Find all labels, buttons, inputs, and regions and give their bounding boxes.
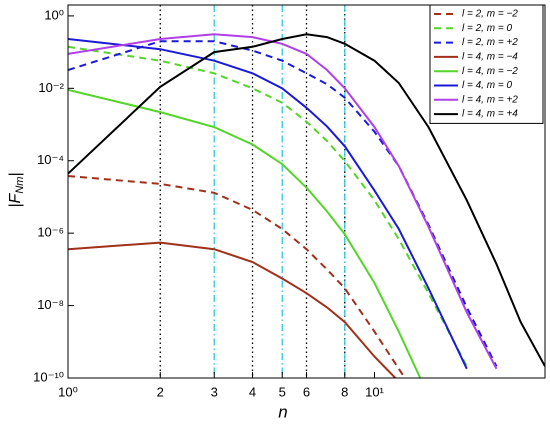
y-tick-label: 10⁻⁸: [37, 297, 64, 312]
series-line: [68, 33, 545, 367]
series-line: [68, 241, 397, 378]
y-tick-label: 10⁰: [44, 7, 64, 22]
series-line: [68, 175, 407, 378]
legend-label: l = 4, m = −4: [462, 52, 518, 63]
legend-label: l = 4, m = −2: [462, 66, 518, 77]
y-tick-label: 10⁻⁴: [37, 152, 64, 167]
x-tick-label: 10¹: [365, 384, 384, 399]
legend-label: l = 4, m = +2: [462, 94, 518, 105]
series-line: [68, 33, 498, 370]
x-tick-label: 3: [211, 384, 218, 399]
y-axis-label-part: |F: [7, 192, 24, 207]
series-line: [68, 45, 468, 367]
series-line: [68, 88, 422, 378]
y-axis-label-part: |: [7, 172, 24, 176]
x-axis-label: n: [278, 402, 287, 421]
plot-frame: [67, 4, 546, 379]
y-tick-label: 10⁻²: [38, 80, 64, 95]
legend-box: [429, 4, 544, 124]
legend-label: l = 2, m = +2: [462, 37, 518, 48]
x-tick-label: 6: [303, 384, 310, 399]
x-tick-label: 10⁰: [58, 384, 78, 399]
y-axis-label: |FNm|: [7, 172, 26, 207]
y-tick-label: 10⁻⁶: [37, 225, 64, 240]
x-tick-label: 2: [157, 384, 164, 399]
y-axis-label-sub: Nm: [14, 177, 26, 194]
x-tick-label: 5: [279, 384, 286, 399]
legend-label: l = 4, m = 0: [462, 80, 512, 91]
plot-clip-group: [68, 5, 545, 378]
x-tick-label: 8: [341, 384, 348, 399]
legend-label: l = 2, m = 0: [462, 23, 512, 34]
legend-label: l = 2, m = −2: [462, 9, 518, 20]
x-tick-label: 4: [249, 384, 256, 399]
legend-label: l = 4, m = +4: [462, 109, 518, 120]
y-tick-label: 10⁻¹⁰: [33, 369, 64, 384]
